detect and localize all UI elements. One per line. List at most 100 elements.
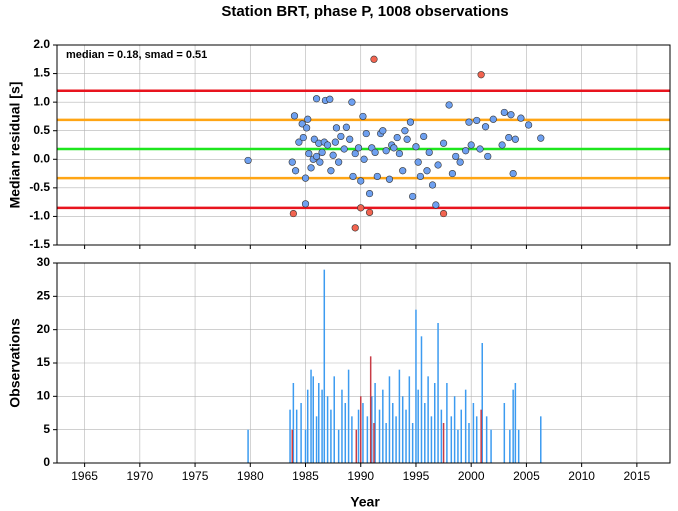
point [357, 204, 365, 212]
point [303, 124, 311, 132]
point [379, 127, 387, 135]
bar [351, 416, 353, 463]
bar [382, 389, 384, 463]
x-tick-label: 1980 [237, 469, 264, 483]
bar [310, 369, 312, 463]
point [423, 167, 431, 175]
bar [304, 429, 307, 463]
point [289, 209, 297, 218]
point [312, 152, 321, 161]
bar [457, 429, 459, 463]
y-tick-label: 10 [37, 389, 51, 403]
point [332, 124, 341, 132]
point [329, 151, 337, 159]
x-tick-label: 2015 [624, 469, 651, 483]
bar [385, 423, 387, 463]
bar [411, 423, 414, 463]
point [305, 149, 313, 158]
point [371, 148, 379, 157]
bar [437, 323, 439, 463]
bar [326, 396, 329, 463]
point [324, 141, 332, 149]
point [439, 139, 448, 147]
point [432, 201, 440, 209]
point [362, 129, 370, 138]
bar [292, 383, 295, 463]
point [295, 138, 303, 146]
bar [357, 409, 360, 463]
point [406, 118, 415, 126]
y-tick-label: -1.5 [29, 237, 50, 251]
point [365, 189, 374, 198]
bar [366, 416, 369, 463]
point [445, 101, 453, 109]
point [509, 169, 517, 178]
point [477, 71, 485, 79]
x-tick-label: 2000 [458, 469, 485, 483]
point [456, 158, 464, 166]
x-tick-label: 1985 [292, 469, 319, 483]
point [409, 192, 417, 201]
bar [355, 429, 358, 463]
point [337, 132, 345, 141]
point [498, 141, 506, 149]
point [537, 134, 545, 142]
point [370, 55, 378, 63]
bar [415, 309, 417, 463]
bar [362, 403, 364, 463]
point [298, 120, 306, 128]
bar [374, 383, 376, 463]
point [335, 158, 343, 166]
bar [485, 416, 488, 463]
x-tick-label: 1975 [182, 469, 209, 483]
point [307, 164, 315, 172]
point [448, 169, 457, 178]
bar [446, 383, 448, 463]
point [291, 167, 300, 175]
bar [503, 403, 506, 463]
bar [442, 423, 445, 463]
bar [517, 429, 520, 463]
x-tick-label: 2005 [513, 469, 540, 483]
chart-title: Station BRT, phase P, 1008 observations [221, 3, 508, 20]
y-tick-label: 1.0 [33, 94, 50, 108]
point [428, 181, 437, 189]
y-tick-label: 1.5 [33, 66, 50, 80]
point [312, 95, 321, 103]
point [327, 167, 335, 175]
bar [417, 389, 419, 463]
point [425, 148, 433, 157]
point [357, 177, 365, 185]
bar [509, 429, 511, 463]
y-tick-label: -1.0 [29, 209, 50, 223]
point [290, 112, 299, 120]
point [467, 141, 475, 149]
bar [480, 409, 482, 463]
bar [395, 416, 397, 463]
bar [312, 376, 314, 463]
point [299, 133, 307, 142]
point [489, 115, 497, 123]
bar [289, 409, 291, 463]
point [420, 132, 428, 141]
point [416, 172, 424, 181]
point [331, 138, 339, 146]
x-tick-label: 1990 [347, 469, 374, 483]
bar [514, 383, 517, 463]
point [395, 149, 403, 158]
bar [540, 416, 542, 463]
x-tick-label: 2010 [568, 469, 595, 483]
bar [291, 429, 294, 463]
bar [388, 376, 391, 463]
bar [373, 423, 375, 463]
y-axis-label: Observations [7, 318, 23, 408]
point [412, 143, 420, 151]
y-axis-label: Median residual [s] [7, 82, 23, 209]
y-tick-label: -0.5 [29, 180, 50, 194]
point [390, 144, 398, 152]
annotation: median = 0.18, smad = 0.51 [66, 49, 207, 61]
point [403, 135, 411, 143]
point [517, 114, 525, 122]
bar [468, 423, 470, 463]
bar [405, 409, 407, 463]
